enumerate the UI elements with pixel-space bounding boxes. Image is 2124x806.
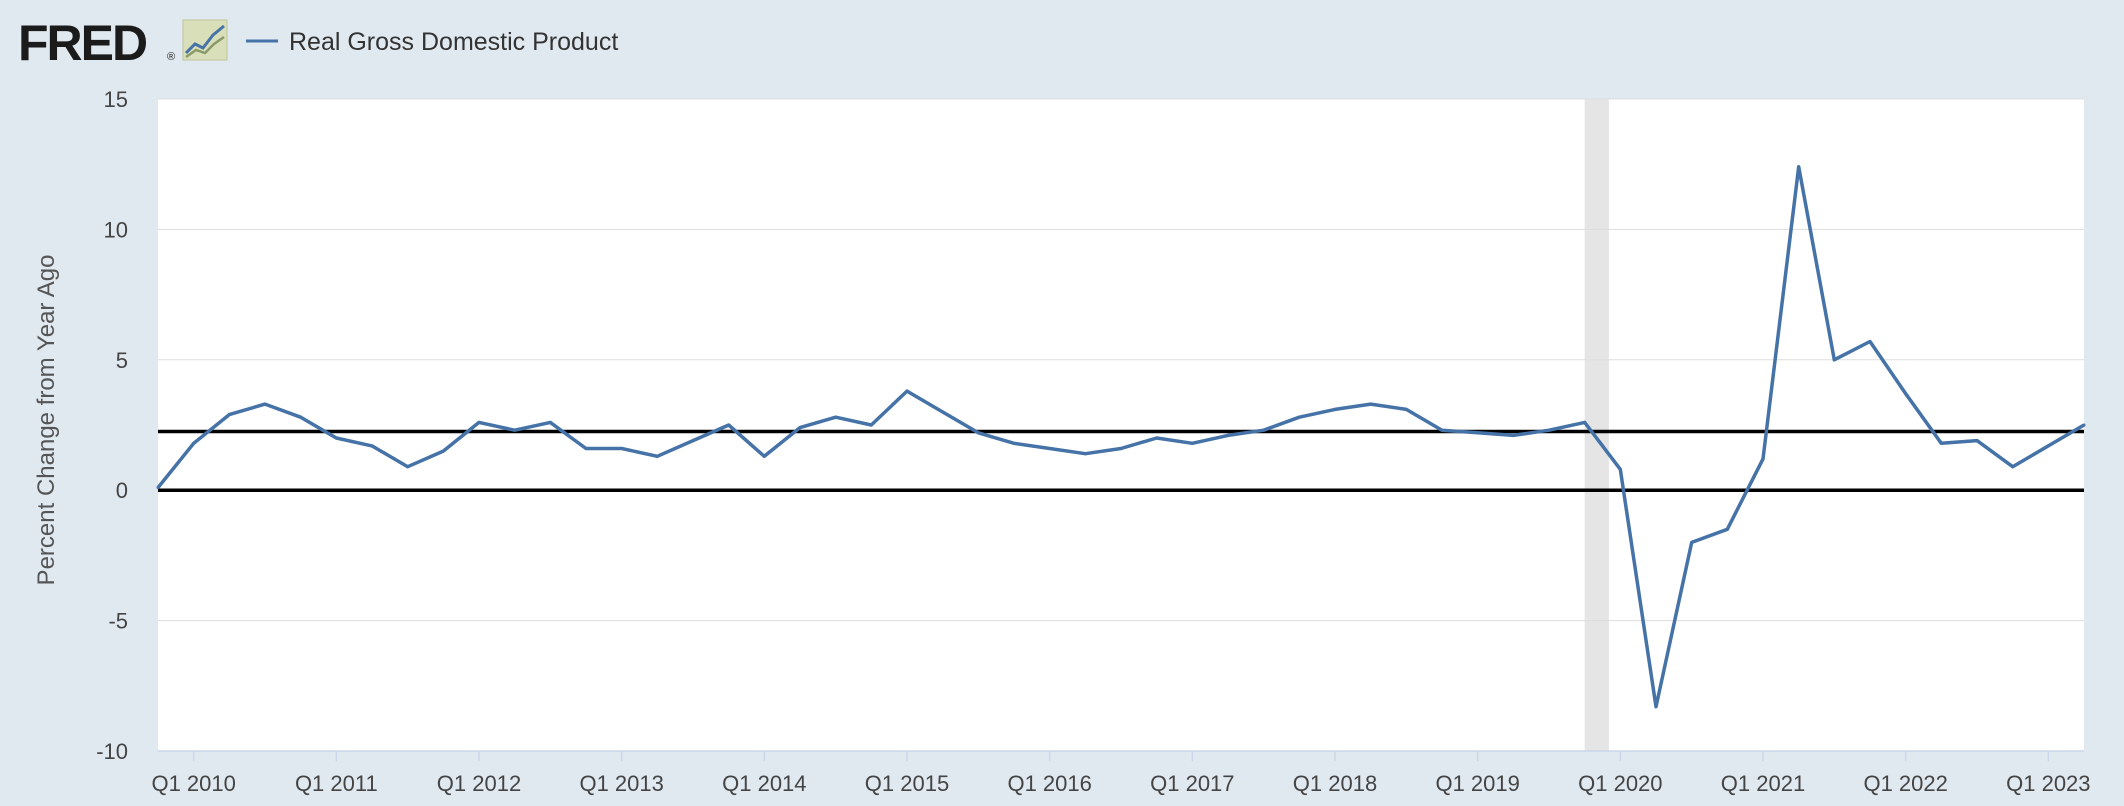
data-point — [548, 420, 552, 424]
data-point — [1083, 452, 1087, 456]
line-graph-icon — [182, 19, 228, 61]
data-point — [1583, 420, 1587, 424]
data-point — [156, 486, 160, 490]
y-tick-label: 0 — [116, 478, 128, 503]
data-point — [869, 423, 873, 427]
data-point — [406, 465, 410, 469]
data-point — [1012, 441, 1016, 445]
y-tick-label: 15 — [104, 87, 128, 112]
data-point — [620, 446, 624, 450]
data-point — [1155, 436, 1159, 440]
x-tick-label: Q1 2019 — [1435, 771, 1519, 796]
data-point — [1226, 433, 1230, 437]
data-point — [1725, 527, 1729, 531]
data-point — [1654, 705, 1658, 709]
y-axis-title: Percent Change from Year Ago — [33, 255, 60, 586]
data-point — [370, 444, 374, 448]
x-tick-label: Q1 2011 — [295, 771, 378, 796]
data-point — [1048, 446, 1052, 450]
plot-area — [158, 99, 2084, 751]
x-tick-label: Q1 2023 — [2006, 771, 2090, 796]
data-point — [1904, 392, 1908, 396]
data-point — [941, 410, 945, 414]
data-point — [1618, 467, 1622, 471]
data-point — [1868, 340, 1872, 344]
data-point — [976, 431, 980, 435]
data-point — [1476, 431, 1480, 435]
reference-lines — [158, 429, 2084, 492]
x-tick-label: Q1 2020 — [1578, 771, 1662, 796]
data-point — [1297, 415, 1301, 419]
data-point — [762, 454, 766, 458]
data-point — [192, 441, 196, 445]
data-point — [334, 436, 338, 440]
y-tick-label: 10 — [104, 217, 128, 242]
data-point — [834, 415, 838, 419]
x-tick-label: Q1 2010 — [151, 771, 235, 796]
x-tick-label: Q1 2021 — [1721, 771, 1805, 796]
y-tick-label: -5 — [108, 609, 128, 634]
data-point — [1832, 358, 1836, 362]
data-point — [299, 415, 303, 419]
data-point — [263, 402, 267, 406]
data-point — [441, 449, 445, 453]
data-point — [1333, 407, 1337, 411]
data-point — [1119, 446, 1123, 450]
data-point — [1262, 428, 1266, 432]
data-point — [1440, 428, 1444, 432]
data-point — [905, 389, 909, 393]
data-point — [227, 413, 231, 417]
x-tick-label: Q1 2016 — [1007, 771, 1091, 796]
data-point — [2082, 423, 2086, 427]
data-point — [477, 420, 481, 424]
y-axis-ticks: -10 -5 0 5 10 15 — [96, 87, 128, 764]
data-point — [1511, 433, 1515, 437]
data-point — [1404, 407, 1408, 411]
x-tick-label: Q1 2012 — [437, 771, 521, 796]
legend: Real Gross Domestic Product — [246, 28, 618, 56]
data-point — [691, 439, 695, 443]
x-tick-label: Q1 2015 — [865, 771, 949, 796]
y-tick-label: -10 — [96, 739, 128, 764]
data-point — [584, 446, 588, 450]
data-point — [1761, 457, 1765, 461]
data-point — [513, 428, 517, 432]
x-tick-label: Q1 2013 — [579, 771, 663, 796]
x-axis-ticks: Q1 2010 Q1 2011 Q1 2012 Q1 2013 Q1 2014 Q1 20… — [151, 751, 2091, 796]
data-point — [1939, 441, 1943, 445]
x-tick-label: Q1 2022 — [1863, 771, 1947, 796]
data-point — [2046, 444, 2050, 448]
data-point — [1797, 165, 1801, 169]
data-point — [2011, 465, 2015, 469]
x-tick-label: Q1 2017 — [1150, 771, 1234, 796]
data-point — [655, 454, 659, 458]
fred-logo-text: FRED — [18, 15, 147, 71]
y-tick-label: 5 — [116, 348, 128, 373]
data-point — [798, 426, 802, 430]
legend-label: Real Gross Domestic Product — [289, 28, 618, 56]
data-point — [1369, 402, 1373, 406]
series — [156, 165, 2086, 709]
x-tick-label: Q1 2018 — [1293, 771, 1377, 796]
fred-logo[interactable]: FRED ® — [18, 15, 228, 71]
data-point — [1190, 441, 1194, 445]
data-point — [1975, 439, 1979, 443]
data-point — [1690, 540, 1694, 544]
x-tick-label: Q1 2014 — [722, 771, 806, 796]
data-point — [1547, 428, 1551, 432]
registered-mark: ® — [167, 51, 175, 63]
data-point — [727, 423, 731, 427]
